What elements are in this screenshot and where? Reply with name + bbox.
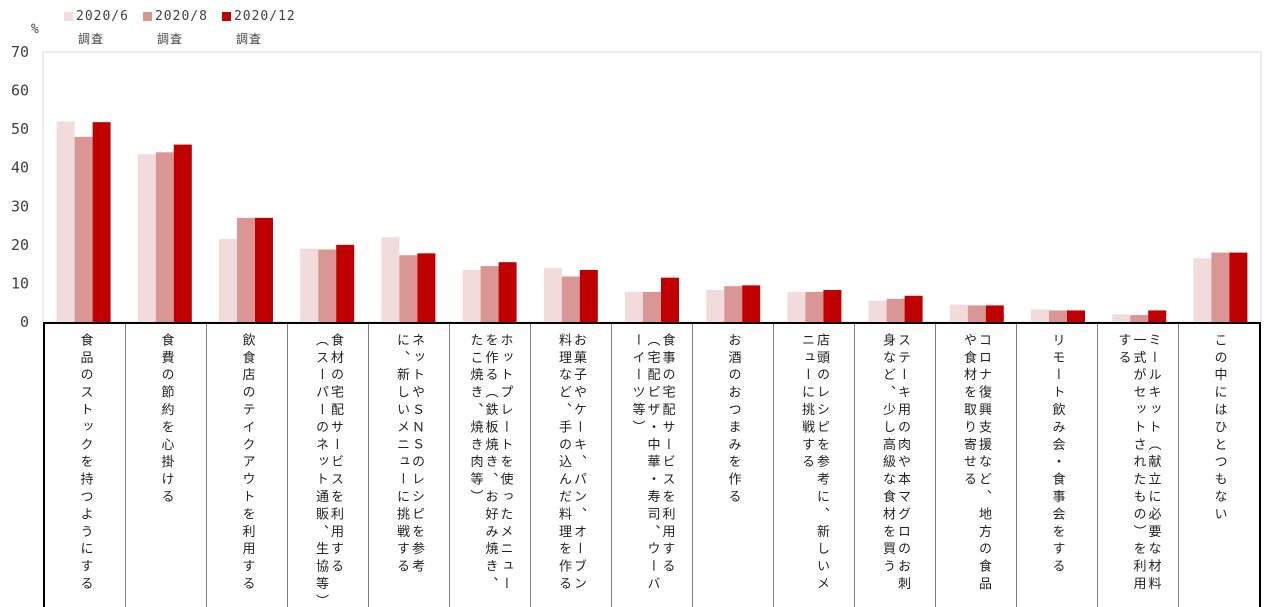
category-cell: お酒のおつまみを作る <box>693 324 774 607</box>
category-cell: ホットプレートを使ったメニューを作る（鉄板焼き、お好み焼き、たこ焼き、焼き肉等） <box>450 324 531 607</box>
category-label: ホットプレートを使ったメニューを作る（鉄板焼き、お好み焼き、たこ焼き、焼き肉等） <box>467 333 513 594</box>
bar <box>706 289 725 322</box>
bar <box>336 244 355 322</box>
category-label: ネットやＳＮＳのレシピを参考に、新しいメニューに挑戦する <box>394 333 424 577</box>
legend-label: 2020/12 <box>233 9 296 24</box>
category-cell: この中にはひとつもない <box>1179 324 1259 607</box>
bar <box>1130 315 1149 322</box>
bar <box>805 291 824 322</box>
y-tick-label: 0 <box>20 313 29 331</box>
y-tick-label: 20 <box>11 236 29 254</box>
bar <box>92 122 111 322</box>
category-cell: リモート飲み会・食事会をする <box>1017 324 1098 607</box>
category-label: お菓子やケーキ、パン、オーブン料理など、手の込んだ料理を作る <box>556 333 586 594</box>
legend-swatch <box>142 12 152 21</box>
legend-sublabel: 調査 <box>156 32 183 46</box>
bar <box>985 305 1004 322</box>
bar <box>1067 310 1085 322</box>
category-cell: 食費の節約を心掛ける <box>126 324 207 607</box>
bar <box>300 248 319 322</box>
y-tick-label: 50 <box>11 120 29 138</box>
bar <box>155 152 174 322</box>
unit-label: % <box>31 22 39 37</box>
bar <box>1229 252 1248 322</box>
bar <box>498 262 517 322</box>
bar <box>787 291 806 322</box>
bar <box>561 276 580 322</box>
legend-item-2020-12: 2020/12 調査 <box>221 9 296 47</box>
category-label: 食事の宅配サービスを利用する（宅配ピザ・中華・寿司、ウーバーイーツ等） <box>629 333 675 594</box>
category-cell: 食品のストックを持つようにする <box>45 324 126 607</box>
legend-label: 2020/8 <box>154 9 208 24</box>
category-label: 食品のストックを持つようにする <box>77 333 93 594</box>
legend-sublabel: 調査 <box>235 32 262 46</box>
bar <box>255 217 273 322</box>
bar <box>742 285 761 322</box>
y-tick-label: 70 <box>11 43 29 61</box>
category-label: コロナ復興支援など、地方の食品や食材を取り寄せる <box>961 333 991 594</box>
legend-item-2020-8: 2020/8 調査 <box>142 9 208 47</box>
bar <box>417 253 436 322</box>
bar <box>643 291 661 322</box>
bar <box>173 144 192 322</box>
bar <box>579 269 598 322</box>
category-cell: ステーキ用の肉や本マグロのお刺身など、少し高級な食材を買う <box>855 324 936 607</box>
bar <box>1112 314 1131 322</box>
bar <box>543 268 562 322</box>
legend-item-2020-6: 2020/6 調査 <box>64 9 129 47</box>
bar <box>1031 309 1049 322</box>
bar <box>724 286 743 322</box>
category-label: お酒のおつまみを作る <box>725 333 741 507</box>
bar <box>237 217 255 322</box>
y-tick-label: 40 <box>11 159 29 177</box>
category-label: 飲食店のテイクアウトを利用する <box>239 333 255 594</box>
bar <box>1148 310 1167 322</box>
category-cell: ミールキット（献立に必要な材料一式がセットされたもの）を利用する <box>1098 324 1179 607</box>
category-label: 食材の宅配サービスを利用する（スーパーのネット通販、生協等） <box>313 333 343 607</box>
bar <box>868 300 887 322</box>
category-label: リモート飲み会・食事会をする <box>1049 333 1065 577</box>
bar <box>949 304 968 322</box>
category-cell: コロナ復興支援など、地方の食品や食材を取り寄せる <box>936 324 1017 607</box>
category-cell: お菓子やケーキ、パン、オーブン料理など、手の込んだ料理を作る <box>531 324 612 607</box>
category-cell: 食材の宅配サービスを利用する（スーパーのネット通販、生協等） <box>288 324 369 607</box>
bar <box>967 305 986 322</box>
bar <box>318 249 337 322</box>
category-label: 食費の節約を心掛ける <box>158 333 174 507</box>
bar <box>480 266 499 322</box>
y-tick-label: 30 <box>11 197 29 215</box>
bar <box>1193 258 1212 322</box>
category-label: ステーキ用の肉や本マグロのお刺身など、少し高級な食材を買う <box>880 333 910 594</box>
legend: 2020/6 調査 2020/8 調査 2020/12 調査 <box>64 9 296 47</box>
category-table: 食品のストックを持つようにする 食費の節約を心掛ける 飲食店のテイクアウトを利用… <box>43 322 1261 607</box>
category-cell: 食事の宅配サービスを利用する（宅配ピザ・中華・寿司、ウーバーイーツ等） <box>612 324 693 607</box>
bar <box>661 277 679 322</box>
legend-swatch <box>64 12 73 21</box>
legend-swatch <box>221 12 231 21</box>
category-label: ミールキット（献立に必要な材料一式がセットされたもの）を利用する <box>1115 333 1161 594</box>
y-tick-label: 60 <box>11 82 29 100</box>
bar <box>1049 310 1067 322</box>
category-cell: ネットやＳＮＳのレシピを参考に、新しいメニューに挑戦する <box>369 324 450 607</box>
bar <box>219 239 237 322</box>
category-label: この中にはひとつもない <box>1211 333 1227 525</box>
bar <box>381 237 400 322</box>
bar <box>74 136 93 322</box>
category-label: 店頭のレシピを参考に、新しいメニューに挑戦する <box>799 333 829 594</box>
bar <box>1211 252 1230 322</box>
bar <box>137 154 156 322</box>
bar <box>56 121 75 322</box>
category-cell: 店頭のレシピを参考に、新しいメニューに挑戦する <box>774 324 855 607</box>
bar <box>904 295 923 322</box>
bar <box>823 289 842 322</box>
bar <box>886 298 905 322</box>
bar <box>625 291 643 322</box>
bar <box>399 255 418 322</box>
y-tick-label: 10 <box>11 274 29 292</box>
legend-label: 2020/6 <box>76 9 129 24</box>
legend-sublabel: 調査 <box>78 32 105 46</box>
bar <box>462 269 481 322</box>
category-cell: 飲食店のテイクアウトを利用する <box>207 324 288 607</box>
